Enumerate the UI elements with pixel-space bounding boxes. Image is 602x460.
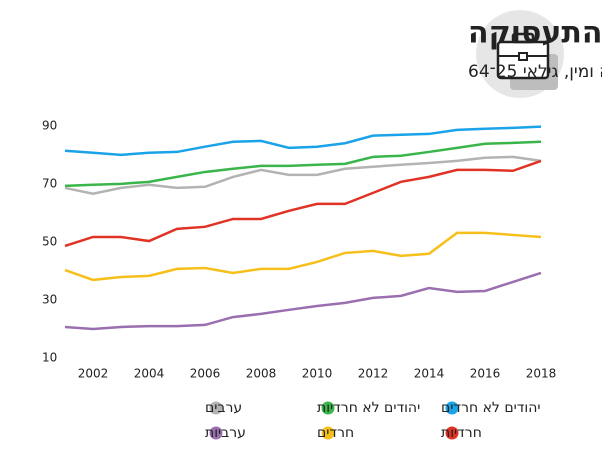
y-tick-label: 30 bbox=[42, 292, 57, 306]
chart-title: מגמות בשיעור התעסוקה bbox=[468, 16, 602, 51]
y-tick-label: 50 bbox=[42, 234, 57, 248]
legend-marker bbox=[209, 401, 223, 415]
x-tick-label: 2002 bbox=[78, 367, 109, 381]
x-tick-label: 2016 bbox=[470, 367, 501, 381]
legend-marker bbox=[321, 426, 335, 440]
y-tick-label: 10 bbox=[42, 351, 57, 365]
x-tick-label: 2006 bbox=[190, 367, 221, 381]
legend-marker bbox=[321, 401, 335, 415]
legend-label: ערביות bbox=[205, 425, 246, 441]
series-line bbox=[64, 125, 542, 157]
x-tick-label: 2014 bbox=[414, 367, 445, 381]
x-tick-label: 2018 bbox=[526, 367, 557, 381]
series-line bbox=[64, 231, 542, 282]
legend-label: חרדיות bbox=[441, 425, 482, 441]
series-line bbox=[64, 271, 542, 331]
legend-label: יהודים לא חרדיות bbox=[317, 400, 420, 416]
x-tick-label: 2008 bbox=[246, 367, 277, 381]
y-tick-label: 90 bbox=[42, 118, 57, 132]
y-tick-label: 70 bbox=[42, 176, 57, 190]
legend-label: ערבים bbox=[205, 400, 242, 416]
chart-subtitle: לפי קבוצות אוכלוסייה ומין, גילאי 25־64 bbox=[468, 62, 602, 82]
legend-marker bbox=[445, 426, 459, 440]
legend-label: יהודים לא חרדים bbox=[441, 400, 540, 416]
x-tick-label: 2012 bbox=[358, 367, 389, 381]
series-line bbox=[64, 159, 542, 248]
legend-marker bbox=[445, 401, 459, 415]
x-tick-label: 2010 bbox=[302, 367, 333, 381]
series-line bbox=[64, 140, 542, 188]
x-tick-label: 2004 bbox=[134, 367, 165, 381]
legend-marker bbox=[209, 426, 223, 440]
series-line bbox=[64, 155, 542, 195]
legend-label: חרדים bbox=[317, 425, 354, 441]
icon bbox=[476, 10, 564, 98]
